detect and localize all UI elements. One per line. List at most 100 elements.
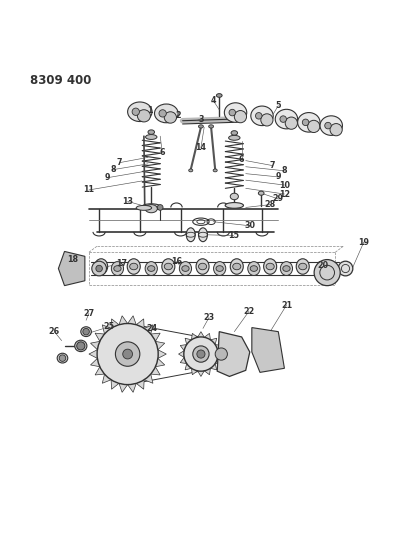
Ellipse shape (274, 109, 297, 129)
Polygon shape (251, 328, 284, 373)
Ellipse shape (147, 265, 155, 271)
Ellipse shape (145, 262, 157, 276)
Text: 22: 22 (243, 307, 254, 316)
Polygon shape (102, 325, 111, 334)
Circle shape (196, 350, 204, 358)
Polygon shape (151, 333, 160, 341)
Text: 3: 3 (198, 115, 203, 124)
Circle shape (159, 110, 166, 117)
Text: 16: 16 (171, 257, 182, 266)
Polygon shape (191, 368, 197, 375)
Circle shape (96, 265, 102, 272)
Ellipse shape (111, 262, 123, 276)
Text: 19: 19 (357, 238, 369, 247)
Circle shape (157, 205, 163, 211)
Ellipse shape (154, 104, 178, 123)
Polygon shape (90, 358, 100, 367)
Polygon shape (210, 338, 216, 344)
Text: 23: 23 (203, 313, 214, 322)
Circle shape (59, 355, 65, 361)
Text: 8309 400: 8309 400 (30, 74, 91, 87)
Ellipse shape (188, 169, 192, 172)
Text: 11: 11 (83, 185, 94, 195)
Ellipse shape (247, 262, 259, 276)
Text: 6: 6 (238, 155, 244, 164)
Ellipse shape (249, 265, 257, 271)
Polygon shape (119, 383, 127, 392)
Ellipse shape (213, 169, 217, 172)
Ellipse shape (231, 131, 237, 135)
Ellipse shape (145, 134, 157, 140)
Polygon shape (197, 332, 204, 337)
Polygon shape (136, 319, 144, 328)
Polygon shape (215, 344, 221, 351)
Circle shape (255, 112, 261, 119)
Text: 28: 28 (264, 200, 275, 209)
Circle shape (92, 261, 106, 276)
Ellipse shape (282, 265, 290, 271)
Ellipse shape (234, 110, 246, 123)
Polygon shape (58, 252, 85, 286)
Ellipse shape (224, 103, 246, 123)
Text: 7: 7 (269, 161, 274, 170)
Polygon shape (144, 325, 153, 334)
Polygon shape (191, 333, 197, 340)
Polygon shape (204, 368, 210, 375)
Ellipse shape (142, 204, 160, 209)
Ellipse shape (280, 262, 292, 276)
Polygon shape (111, 319, 119, 328)
Polygon shape (217, 351, 223, 358)
Text: 13: 13 (122, 197, 133, 206)
Ellipse shape (129, 263, 137, 270)
Polygon shape (95, 367, 104, 375)
Ellipse shape (250, 106, 272, 126)
Circle shape (83, 328, 89, 335)
Ellipse shape (216, 265, 223, 271)
Text: 25: 25 (103, 322, 115, 332)
Ellipse shape (285, 117, 297, 130)
Polygon shape (151, 367, 160, 375)
Polygon shape (197, 371, 204, 376)
Polygon shape (178, 351, 184, 358)
Ellipse shape (307, 120, 319, 133)
Polygon shape (89, 350, 97, 358)
Ellipse shape (329, 124, 342, 136)
Ellipse shape (232, 263, 240, 270)
Circle shape (337, 261, 352, 276)
Text: 17: 17 (116, 259, 127, 268)
Circle shape (313, 260, 339, 286)
Ellipse shape (230, 193, 238, 200)
Polygon shape (95, 333, 104, 341)
Ellipse shape (298, 263, 306, 270)
Polygon shape (144, 374, 153, 383)
Ellipse shape (145, 205, 157, 213)
Ellipse shape (198, 263, 206, 270)
Circle shape (115, 342, 139, 366)
Ellipse shape (127, 102, 152, 122)
Text: 12: 12 (278, 190, 289, 198)
Text: 15: 15 (227, 231, 238, 240)
Circle shape (229, 109, 235, 116)
Ellipse shape (164, 112, 176, 123)
Ellipse shape (57, 353, 67, 363)
Polygon shape (184, 338, 191, 344)
Ellipse shape (265, 263, 274, 270)
Ellipse shape (162, 259, 175, 274)
Text: 26: 26 (49, 327, 60, 336)
Polygon shape (155, 341, 164, 350)
Ellipse shape (198, 228, 207, 241)
Ellipse shape (181, 265, 189, 271)
Text: 9: 9 (104, 173, 110, 182)
Text: 18: 18 (67, 255, 78, 264)
Circle shape (132, 108, 139, 116)
Text: 7: 7 (117, 158, 122, 167)
Ellipse shape (164, 263, 172, 270)
Polygon shape (90, 341, 100, 350)
Ellipse shape (179, 262, 191, 276)
Text: 8: 8 (110, 165, 116, 174)
Ellipse shape (208, 125, 213, 128)
Text: 21: 21 (280, 301, 291, 310)
Ellipse shape (230, 259, 243, 274)
Ellipse shape (94, 259, 108, 274)
Polygon shape (155, 358, 164, 367)
